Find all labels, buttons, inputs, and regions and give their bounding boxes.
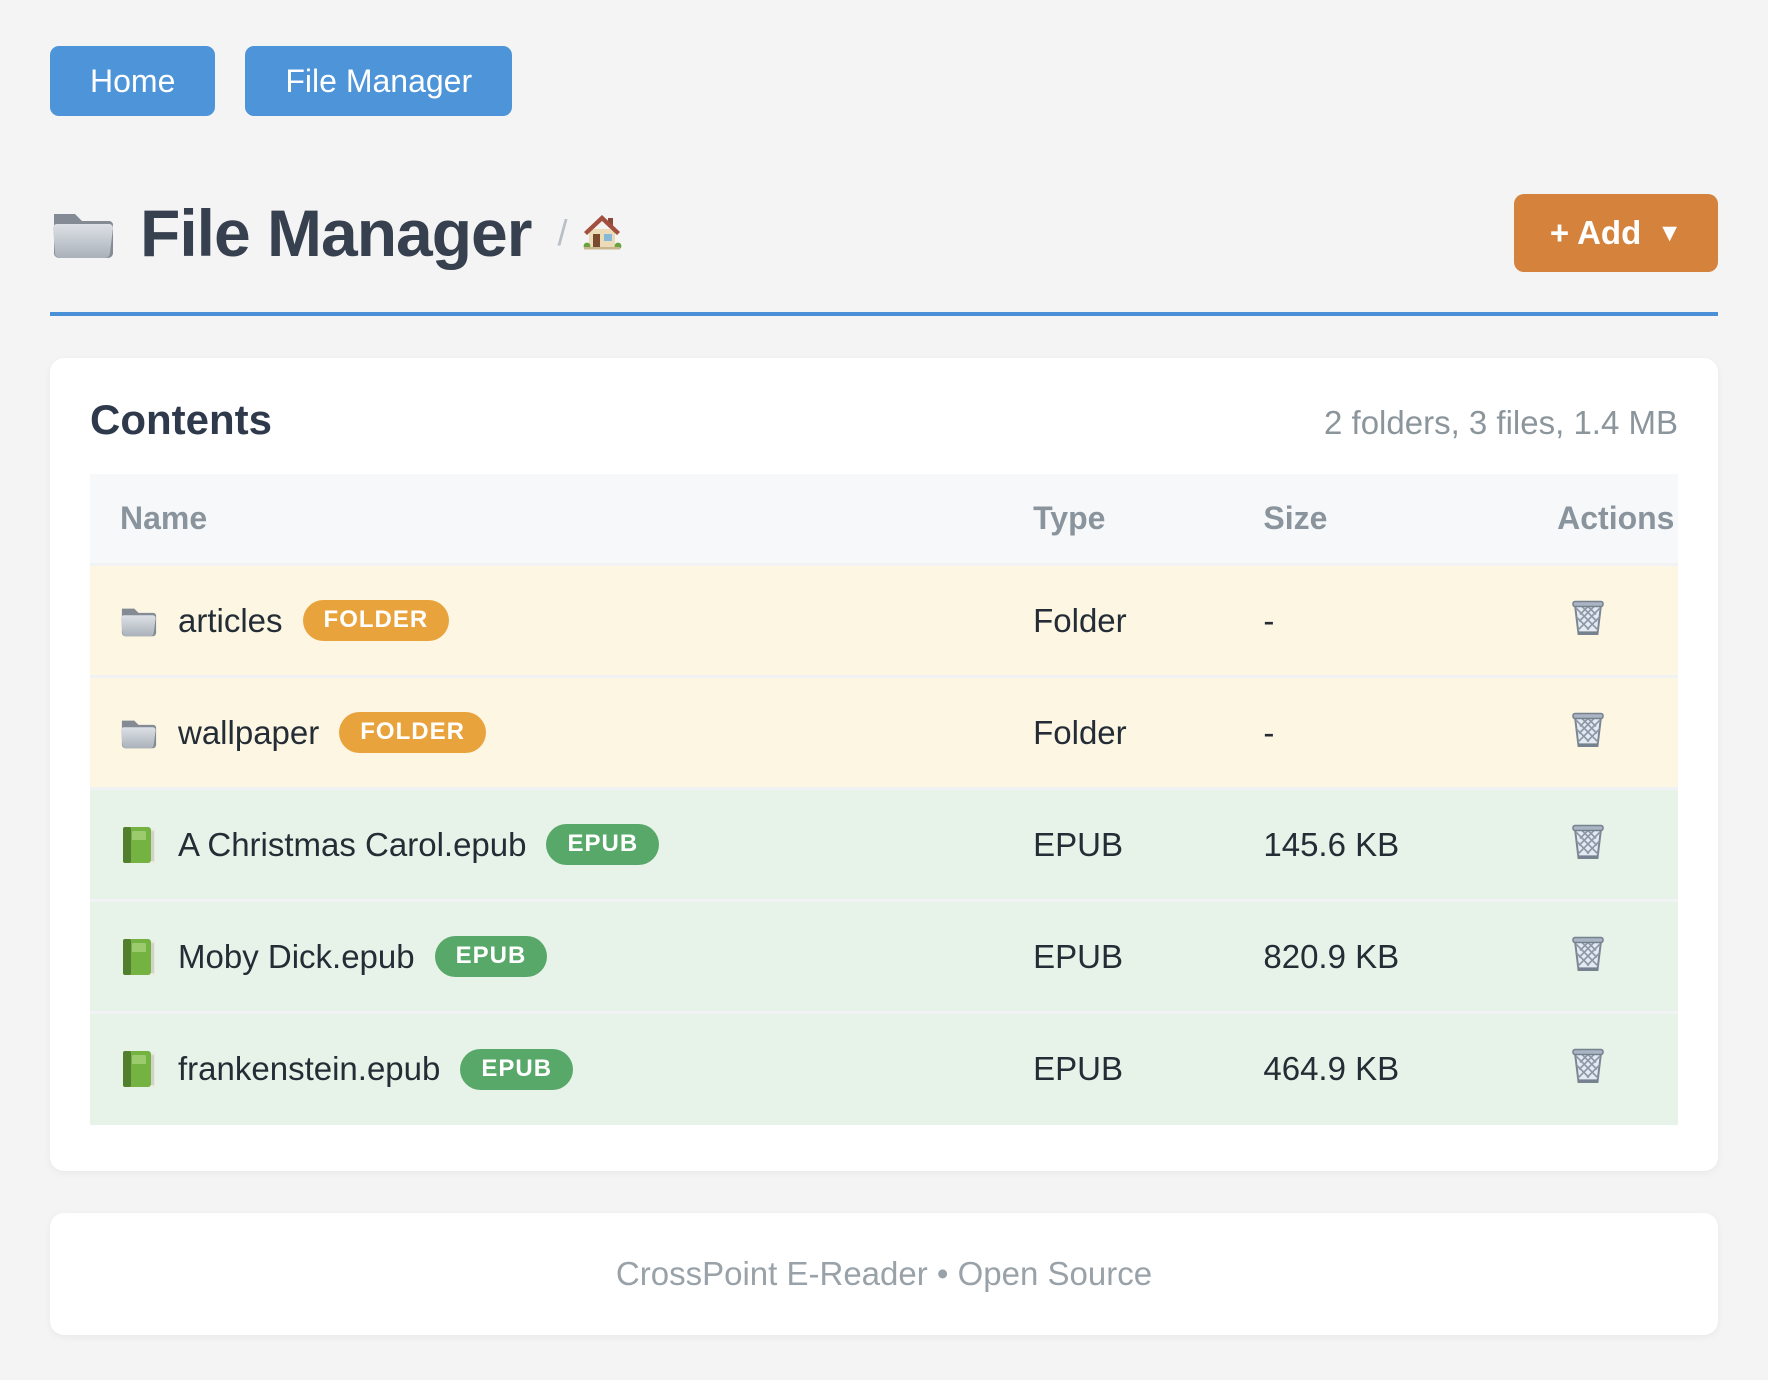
type-badge: FOLDER: [302, 600, 450, 641]
trash-icon: [1572, 1049, 1604, 1084]
column-header-name: Name: [90, 474, 1004, 565]
table-row: frankenstein.epub EPUB EPUB 464.9 KB: [90, 1011, 1678, 1125]
contents-heading: Contents: [90, 396, 272, 443]
page: Home File Manager File Manager /: [50, 46, 1718, 1335]
page-header: File Manager / + A: [50, 194, 1718, 272]
title-group: File Manager /: [50, 195, 623, 271]
table-row: wallpaper FOLDER Folder -: [90, 675, 1678, 789]
file-manager-button[interactable]: File Manager: [245, 46, 513, 116]
top-nav: Home File Manager: [50, 46, 1718, 116]
size-cell: 145.6 KB: [1233, 787, 1528, 901]
add-button-label: + Add: [1549, 214, 1642, 251]
folder-icon: [120, 720, 157, 748]
type-cell: Folder: [1003, 563, 1234, 677]
trash-icon: [1572, 936, 1604, 971]
add-button[interactable]: + Add ▼: [1513, 194, 1718, 272]
size-cell: 820.9 KB: [1233, 899, 1528, 1013]
files-table: Name Type Size Actions: [90, 474, 1678, 1125]
table-header-row: Name Type Size Actions: [90, 474, 1678, 565]
column-header-actions: Actions: [1527, 474, 1678, 565]
delete-button[interactable]: [1569, 820, 1607, 862]
breadcrumb: /: [557, 212, 623, 254]
home-icon: [584, 215, 622, 250]
footer-card: CrossPoint E-Reader • Open Source: [50, 1212, 1718, 1335]
table-row: A Christmas Carol.epub EPUB EPUB 145.6 K…: [90, 787, 1678, 901]
type-badge: EPUB: [546, 824, 660, 865]
size-cell: -: [1233, 563, 1528, 677]
breadcrumb-home-link[interactable]: [581, 212, 623, 254]
home-button[interactable]: Home: [50, 46, 216, 116]
column-header-type: Type: [1003, 474, 1234, 565]
delete-button[interactable]: [1569, 932, 1607, 974]
epub-book-icon: [123, 938, 155, 975]
column-header-size: Size: [1233, 474, 1528, 565]
contents-card: Contents 2 folders, 3 files, 1.4 MB Name…: [50, 358, 1718, 1171]
delete-button[interactable]: [1569, 596, 1607, 638]
type-badge: EPUB: [460, 1048, 574, 1090]
file-name[interactable]: A Christmas Carol.epub: [178, 825, 527, 863]
file-name[interactable]: Moby Dick.epub: [178, 937, 415, 975]
file-name[interactable]: wallpaper: [178, 713, 320, 751]
epub-book-icon: [123, 826, 155, 863]
contents-summary: 2 folders, 3 files, 1.4 MB: [1324, 404, 1678, 441]
trash-icon: [1572, 712, 1604, 747]
header-divider: [50, 312, 1718, 316]
trash-icon: [1572, 824, 1604, 859]
breadcrumb-separator: /: [557, 212, 568, 253]
type-cell: EPUB: [1003, 1011, 1234, 1125]
table-row: articles FOLDER Folder -: [90, 563, 1678, 677]
type-cell: EPUB: [1003, 787, 1234, 901]
caret-down-icon: ▼: [1657, 218, 1682, 247]
trash-icon: [1572, 600, 1604, 635]
contents-header: Contents 2 folders, 3 files, 1.4 MB: [90, 396, 1678, 444]
table-row: Moby Dick.epub EPUB EPUB 820.9 KB: [90, 899, 1678, 1013]
size-cell: 464.9 KB: [1233, 1011, 1528, 1125]
delete-button[interactable]: [1569, 1044, 1607, 1086]
type-badge: FOLDER: [339, 712, 486, 753]
delete-button[interactable]: [1569, 708, 1607, 750]
folder-icon: [53, 214, 113, 258]
contents-table-body: articles FOLDER Folder -: [90, 563, 1678, 1125]
page-title: File Manager: [140, 196, 532, 270]
type-badge: EPUB: [434, 936, 548, 977]
type-cell: Folder: [1003, 675, 1234, 789]
footer-text: CrossPoint E-Reader • Open Source: [615, 1254, 1153, 1292]
file-name[interactable]: frankenstein.epub: [178, 1050, 441, 1088]
type-cell: EPUB: [1003, 899, 1234, 1013]
folder-icon: [120, 608, 157, 636]
size-cell: -: [1233, 675, 1528, 789]
epub-book-icon: [123, 1051, 155, 1088]
file-name[interactable]: articles: [178, 601, 283, 639]
